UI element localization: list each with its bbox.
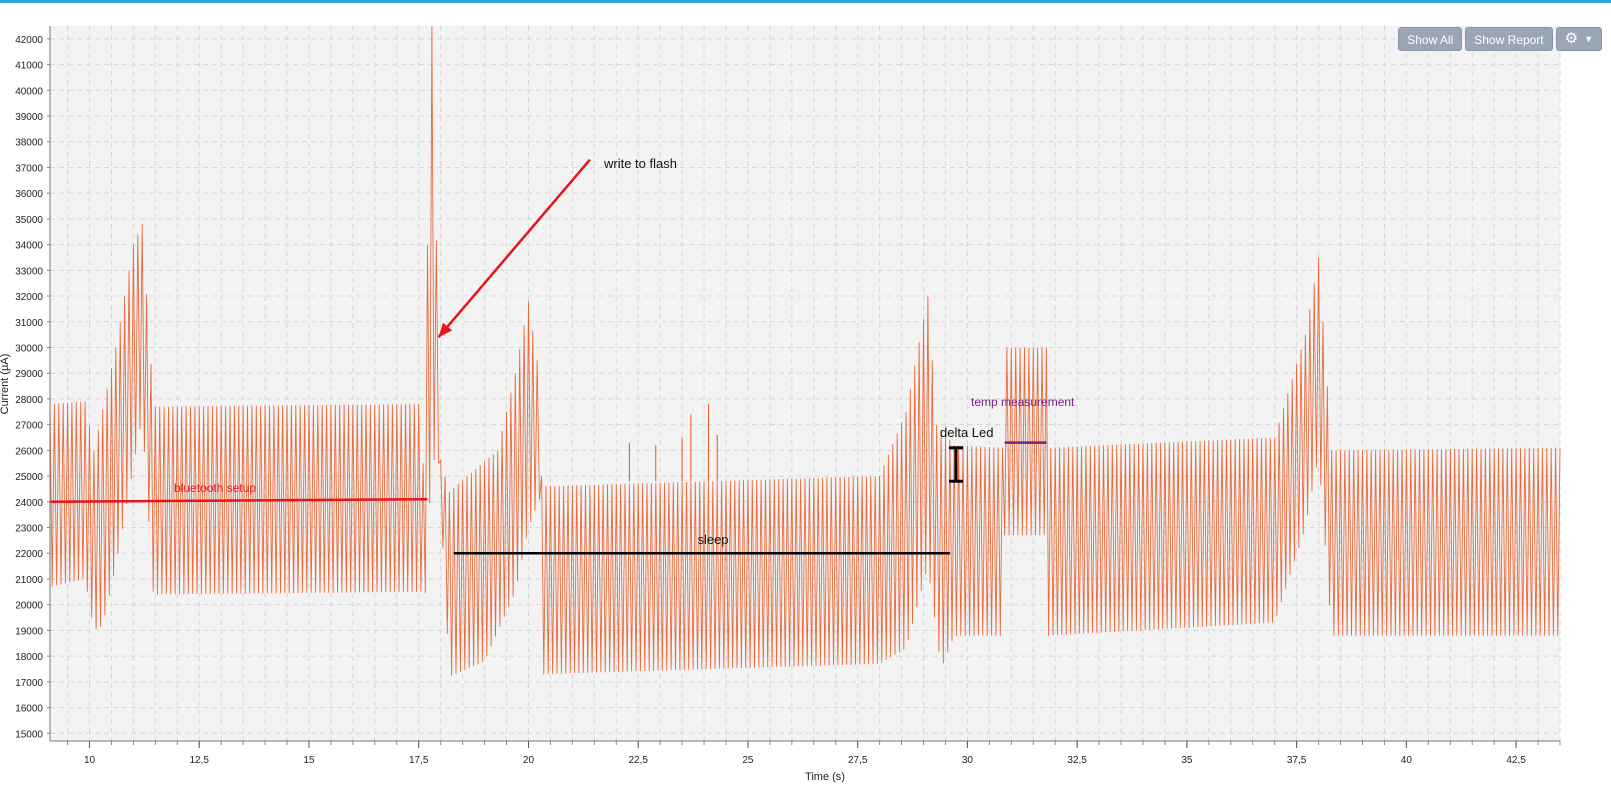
settings-menu-button[interactable]: ⚙ ▼ [1555,27,1602,51]
plot-area [50,26,1560,741]
x-tick-label: 15 [303,755,315,766]
sleep-label: sleep [697,532,728,547]
x-tick-label: 25 [742,755,754,766]
bluetooth-setup-label: bluetooth setup [174,481,256,495]
y-tick-label: 42000 [15,35,43,46]
y-tick-label: 15000 [15,729,43,740]
x-tick-label: 12,5 [190,755,210,766]
y-tick-label: 35000 [15,215,43,226]
y-tick-label: 38000 [15,138,43,149]
annotations: bluetooth setup write to flash sleep delta … [49,156,1075,555]
y-tick-label: 20000 [15,601,43,612]
bluetooth-setup-line [49,497,428,504]
x-tick-label: 10 [84,755,96,766]
y-tick-label: 24000 [15,498,43,509]
y-tick-label: 39000 [15,112,43,123]
grid-lines [50,26,1561,741]
gear-icon: ⚙ [1564,30,1579,47]
x-tick-label: 17,5 [409,755,429,766]
x-tick-label: 20 [523,755,535,766]
delta-led-label: delta Led [940,425,994,440]
temp-measurement-label: temp measurement [971,395,1075,409]
write-to-flash-label: write to flash [603,156,677,171]
current-trace-line [49,25,1561,676]
caret-down-icon: ▼ [1584,34,1593,44]
y-tick-label: 29000 [15,369,43,380]
y-tick-label: 33000 [15,266,43,277]
write-to-flash-arrow [437,158,591,339]
y-tick-label: 22000 [15,549,43,560]
x-tick-label: 35 [1181,755,1193,766]
y-tick-label: 28000 [15,395,43,406]
y-tick-label: 23000 [15,524,43,535]
y-tick-label: 40000 [15,86,43,97]
x-tick-label: 30 [962,755,974,766]
y-tick-label: 37000 [15,163,43,174]
y-tick-label: 34000 [15,241,43,252]
show-report-button[interactable]: Show Report [1465,27,1553,51]
y-tick-label: 19000 [15,626,43,637]
y-tick-label: 16000 [15,704,43,715]
x-axis-label: Time (s) [805,771,845,783]
x-tick-label: 22,5 [628,755,648,766]
top-accent-bar [0,0,1611,3]
y-tick-label: 41000 [15,61,43,72]
axes: 15000 16000 17000 18000 19000 20000 21000 22000… [15,26,1561,766]
current-trace [49,25,1561,676]
y-tick-label: 26000 [15,446,43,457]
x-tick-label: 42,5 [1506,755,1526,766]
y-tick-label: 25000 [15,472,43,483]
y-tick-label: 18000 [15,652,43,663]
y-axis-label: Current (µA) [0,354,11,415]
write-to-flash-arrowhead [438,322,453,338]
x-tick-label: 32,5 [1067,755,1087,766]
x-tick-label: 27,5 [848,755,868,766]
y-tick-label: 31000 [15,318,43,329]
y-tick-label: 30000 [15,343,43,354]
y-tick-label: 36000 [15,189,43,200]
y-tick-label: 27000 [15,421,43,432]
show-all-button[interactable]: Show All [1398,27,1463,51]
chart-toolbar: Show All Show Report ⚙ ▼ [1398,27,1602,51]
y-tick-label: 32000 [15,292,43,303]
y-tick-label: 21000 [15,575,43,586]
y-tick-label: 17000 [15,678,43,689]
x-tick-label: 37,5 [1287,755,1307,766]
x-tick-label: 40 [1401,755,1413,766]
